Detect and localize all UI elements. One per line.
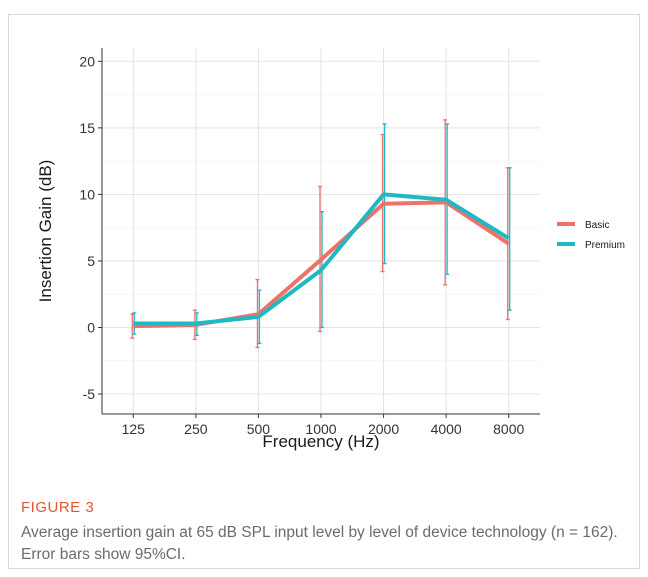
legend-label: Premium bbox=[585, 240, 625, 251]
y-tick-label: 5 bbox=[87, 253, 95, 269]
figure-label: FIGURE 3 bbox=[21, 499, 95, 516]
figure-frame: -5 0 5 10 15 20 125 250 500 1000 2000 4000 8000 Freq… bbox=[8, 14, 640, 569]
grid bbox=[102, 48, 540, 414]
series-line-premium bbox=[133, 192, 510, 326]
legend-label: Basic bbox=[585, 220, 609, 231]
x-tick-label: 4000 bbox=[431, 421, 462, 437]
x-tick-label: 250 bbox=[184, 421, 208, 437]
y-tick-label: 0 bbox=[87, 319, 95, 335]
figure-caption: Average insertion gain at 65 dB SPL inpu… bbox=[21, 524, 618, 563]
x-tick-label: 8000 bbox=[493, 421, 524, 437]
x-axis-title: Frequency (Hz) bbox=[262, 432, 379, 451]
axes bbox=[98, 48, 540, 418]
x-tick-label: 2000 bbox=[368, 421, 399, 437]
line-chart: -5 0 5 10 15 20 125 250 500 1000 2000 4000 8000 Freq… bbox=[36, 48, 625, 451]
y-tick-label: 20 bbox=[79, 53, 95, 69]
y-tick-label: 10 bbox=[79, 186, 95, 202]
series-lines bbox=[133, 192, 510, 329]
legend: Basic Premium bbox=[557, 220, 625, 251]
tick-labels: -5 0 5 10 15 20 125 250 500 1000 2000 4000 8000 bbox=[79, 53, 524, 437]
x-tick-label: 1000 bbox=[305, 421, 336, 437]
y-tick-label: -5 bbox=[83, 386, 96, 402]
x-tick-label: 500 bbox=[247, 421, 271, 437]
y-axis-title: Insertion Gain (dB) bbox=[36, 160, 55, 303]
x-tick-label: 125 bbox=[122, 421, 146, 437]
y-tick-label: 15 bbox=[79, 120, 95, 136]
